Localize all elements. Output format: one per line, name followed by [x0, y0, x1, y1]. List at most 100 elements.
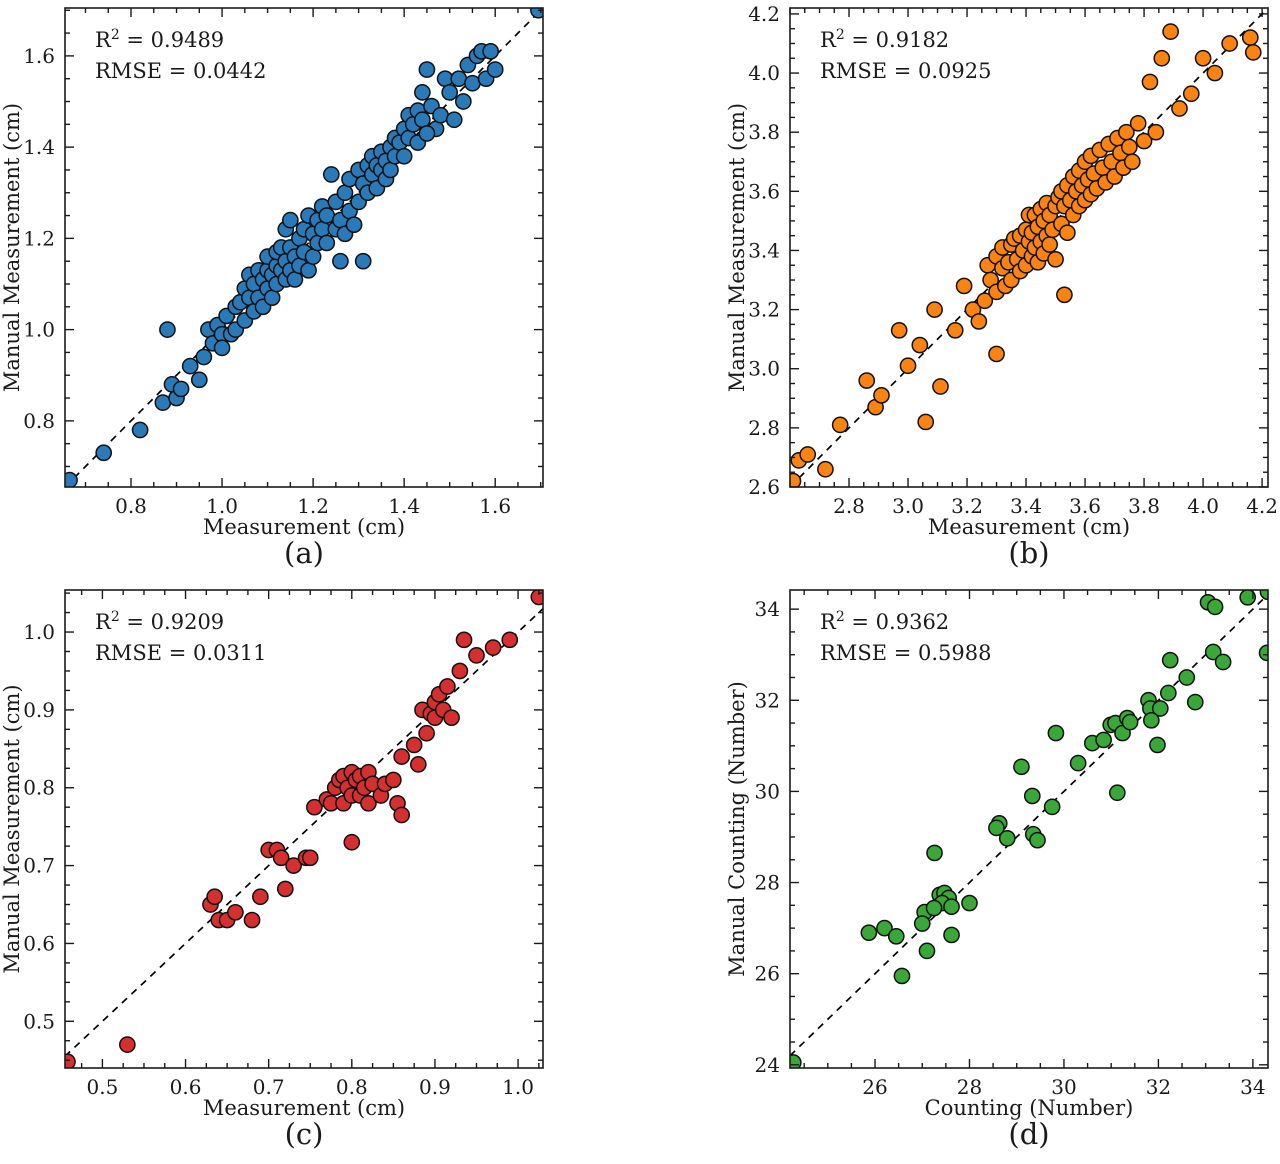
panel-a-point	[213, 339, 231, 357]
panel-a: 0.8 1.0 1.2 1.4 1.6 0.8 1.0 1.2 1.4 1.6 Measuremen…	[0, 7, 544, 570]
panel-a-point	[454, 93, 472, 110]
panel-a-point	[281, 211, 299, 229]
panel-a-point	[65, 471, 78, 487]
panel-a-point	[154, 394, 172, 411]
panel-c-point	[439, 678, 456, 695]
x-axis-label: Measurement (cm)	[928, 515, 1130, 539]
x-tick-label: 30	[1051, 1075, 1076, 1099]
panel-b-point	[858, 372, 876, 389]
panel-d-point	[1043, 798, 1061, 816]
panel-a-point	[172, 380, 190, 398]
panel-b-point	[899, 357, 917, 375]
panel-a-point	[336, 184, 354, 202]
panel-b-point	[1059, 224, 1076, 242]
panel-b-point	[1244, 44, 1262, 61]
panel-c-point	[385, 771, 402, 789]
x-tick-label: 34	[1240, 1075, 1265, 1099]
x-tick-label: 1.0	[206, 494, 238, 518]
y-tick-label: 3.4	[748, 238, 780, 262]
x-tick-label: 2.8	[833, 494, 865, 518]
panel-c-point	[409, 756, 427, 773]
panel-d-point	[998, 829, 1016, 847]
panel-c-point	[393, 748, 411, 765]
panel-a-point	[263, 289, 281, 307]
panel-b-point	[873, 386, 890, 404]
y-tick-label: 0.6	[23, 931, 55, 955]
panel-a-point	[345, 216, 363, 234]
y-axis-label: Manual Counting (Number)	[725, 681, 749, 977]
panel-d-point	[860, 924, 878, 942]
y-tick-label: 0.7	[23, 854, 55, 878]
panel-c-point	[455, 631, 473, 649]
x-tick-label: 0.9	[419, 1075, 451, 1099]
axes-frame	[789, 589, 1269, 1069]
panel-d-point	[988, 819, 1005, 837]
y-tick-label: 2.8	[748, 416, 780, 440]
panel-d-point	[876, 919, 893, 937]
panel-d-point	[1013, 758, 1030, 776]
panel-c-point	[252, 888, 269, 906]
panel-d-point	[1149, 736, 1166, 754]
panel-c-point	[451, 662, 469, 680]
y-tick-label: 1.2	[23, 226, 55, 250]
panel-d-point	[893, 967, 911, 985]
panel-d-point	[887, 927, 905, 945]
panel-d-point	[1121, 713, 1139, 731]
panel-b-point	[799, 446, 817, 463]
panel-a-point	[414, 111, 431, 129]
panel-b-point	[932, 378, 949, 395]
identity-line	[790, 593, 1268, 1057]
panel-c-point	[418, 724, 435, 742]
panel-c-point	[343, 833, 361, 851]
y-tick-label: 1.4	[23, 135, 55, 159]
x-tick-label: 0.8	[115, 494, 147, 518]
panel-b-point	[1171, 100, 1188, 117]
panel-b-point	[1120, 138, 1138, 156]
x-tick-label: 3.2	[951, 494, 983, 518]
panel-a-point	[304, 248, 322, 265]
x-tick-label: 3.6	[1069, 494, 1101, 518]
panel-c-point	[118, 1036, 136, 1053]
panel-b-point	[988, 345, 1005, 363]
panel-c-plot-area	[65, 590, 543, 1068]
panel-a-point	[318, 207, 336, 224]
panel-d-point	[943, 926, 960, 944]
x-tick-label: 32	[1146, 1075, 1171, 1099]
panel-b-point	[1141, 73, 1159, 91]
panel-d-point	[1239, 590, 1257, 606]
panel-c-point	[227, 903, 244, 921]
x-tick-label: 0.5	[87, 1075, 119, 1099]
x-axis-label: Measurement (cm)	[203, 1096, 405, 1120]
rmse-annotation: RMSE = 0.0442	[95, 59, 266, 83]
panel-b-point	[1153, 49, 1171, 67]
panel-b-point	[1147, 123, 1165, 141]
panel-a-point	[450, 70, 468, 88]
x-tick-label: 0.7	[253, 1075, 285, 1099]
panel-b-point	[917, 413, 935, 431]
panel-d-point	[1069, 754, 1087, 772]
panel-d-point	[1204, 643, 1222, 661]
x-tick-label: 3.4	[1010, 494, 1042, 518]
panel-a-point	[300, 261, 317, 279]
panel-a-point	[332, 252, 349, 270]
y-tick-label: 1.0	[23, 620, 55, 644]
panel-caption: (b)	[1008, 536, 1049, 570]
panel-a-point	[159, 321, 176, 338]
panel-caption: (a)	[284, 536, 324, 570]
panel-a-point	[441, 84, 459, 101]
panel-caption: (d)	[1008, 1117, 1049, 1151]
panel-c-point	[272, 849, 290, 867]
r-squared-annotation: R2 = 0.9182	[820, 27, 949, 52]
panel-b-point	[890, 321, 908, 339]
panel-a-point	[418, 61, 436, 78]
y-tick-label: 0.9	[23, 698, 55, 722]
y-tick-label: 28	[755, 871, 780, 895]
panel-d-point	[918, 942, 936, 960]
axes-frame	[64, 589, 544, 1069]
panel-d-point	[1178, 669, 1196, 686]
panel-d-point	[1159, 684, 1177, 702]
panel-b: 2.8 3.0 3.2 3.4 3.6 3.8 4.0 4.2 2.6 2.8 3.0 3.2 3.4 3…	[725, 2, 1278, 570]
x-tick-label: 1.0	[502, 1075, 534, 1099]
panel-caption: (c)	[285, 1117, 324, 1151]
panel-a-point	[322, 166, 340, 183]
